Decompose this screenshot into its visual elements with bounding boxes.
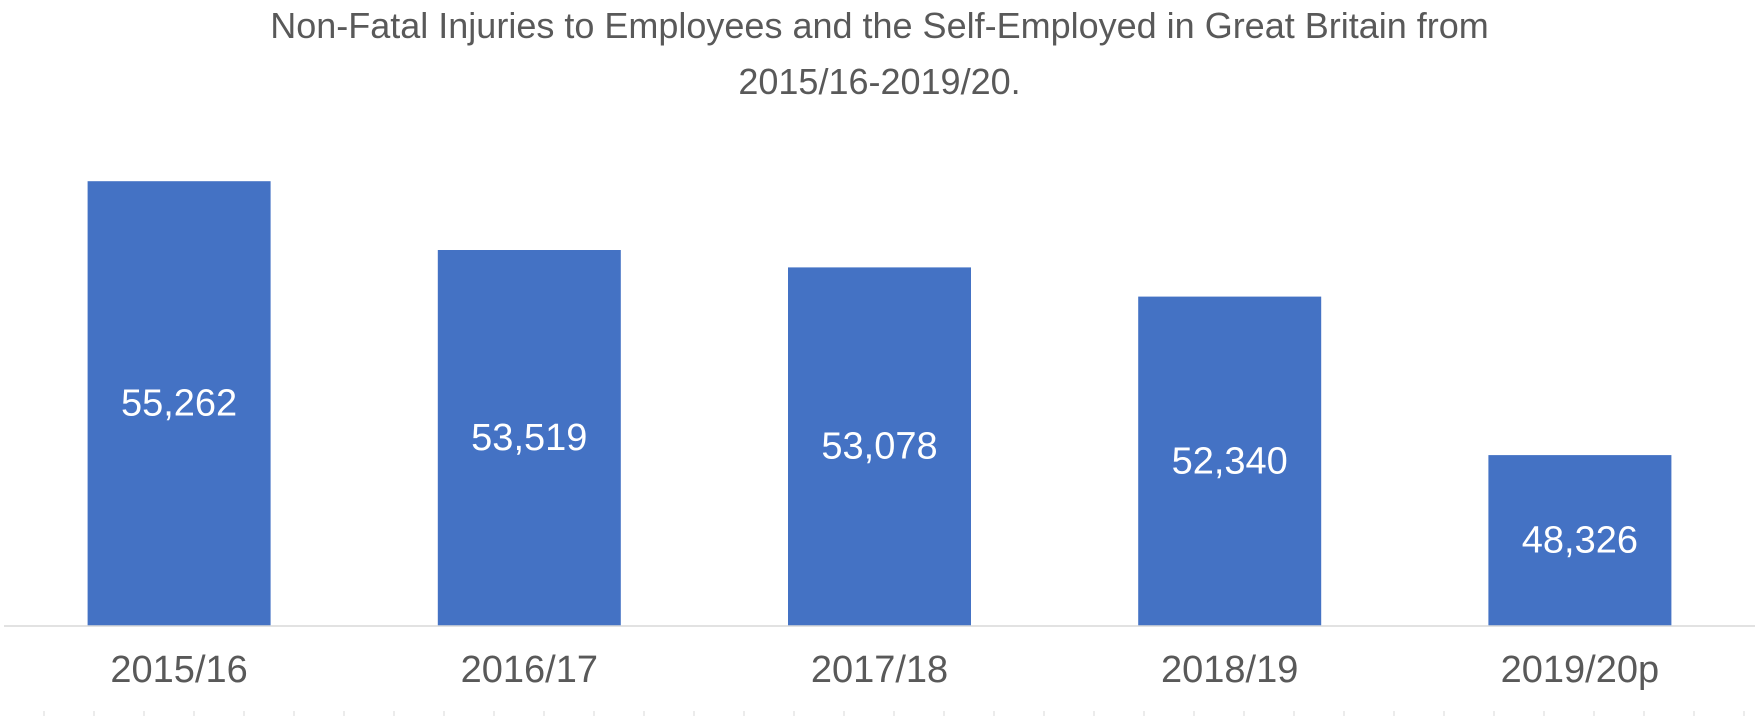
bar-data-label: 53,078 [821, 426, 937, 468]
chart-title-line-1: Non-Fatal Injuries to Employees and the … [270, 5, 1489, 46]
bar-data-label: 55,262 [121, 383, 237, 425]
x-tick-label: 2018/19 [1161, 649, 1298, 691]
x-tick-label: 2017/18 [811, 649, 948, 691]
bar-2017-18 [788, 267, 971, 626]
x-axis-tick-labels: 2015/16 2016/17 2017/18 2018/19 2019/20p [110, 649, 1659, 691]
x-tick-label: 2019/20p [1501, 649, 1660, 691]
chart-title-line-2: 2015/16-2019/20. [738, 61, 1020, 102]
x-tick-label: 2015/16 [110, 649, 247, 691]
bar-data-label: 52,340 [1172, 440, 1288, 482]
bar-2019-20p [1488, 455, 1672, 626]
bar-2015-16 [87, 181, 271, 626]
chart-title: Non-Fatal Injuries to Employees and the … [270, 5, 1489, 102]
bar-data-label: 48,326 [1522, 520, 1638, 562]
bar-data-label: 53,519 [471, 417, 587, 459]
bar-2018-19 [1138, 296, 1322, 626]
x-axis-tick-marks [43, 711, 1745, 716]
x-tick-label: 2016/17 [461, 649, 598, 691]
bar-2016-17 [437, 250, 621, 626]
bar-data-labels: 55,262 53,519 53,078 52,340 48,326 [121, 383, 1638, 562]
bars [87, 181, 1672, 626]
